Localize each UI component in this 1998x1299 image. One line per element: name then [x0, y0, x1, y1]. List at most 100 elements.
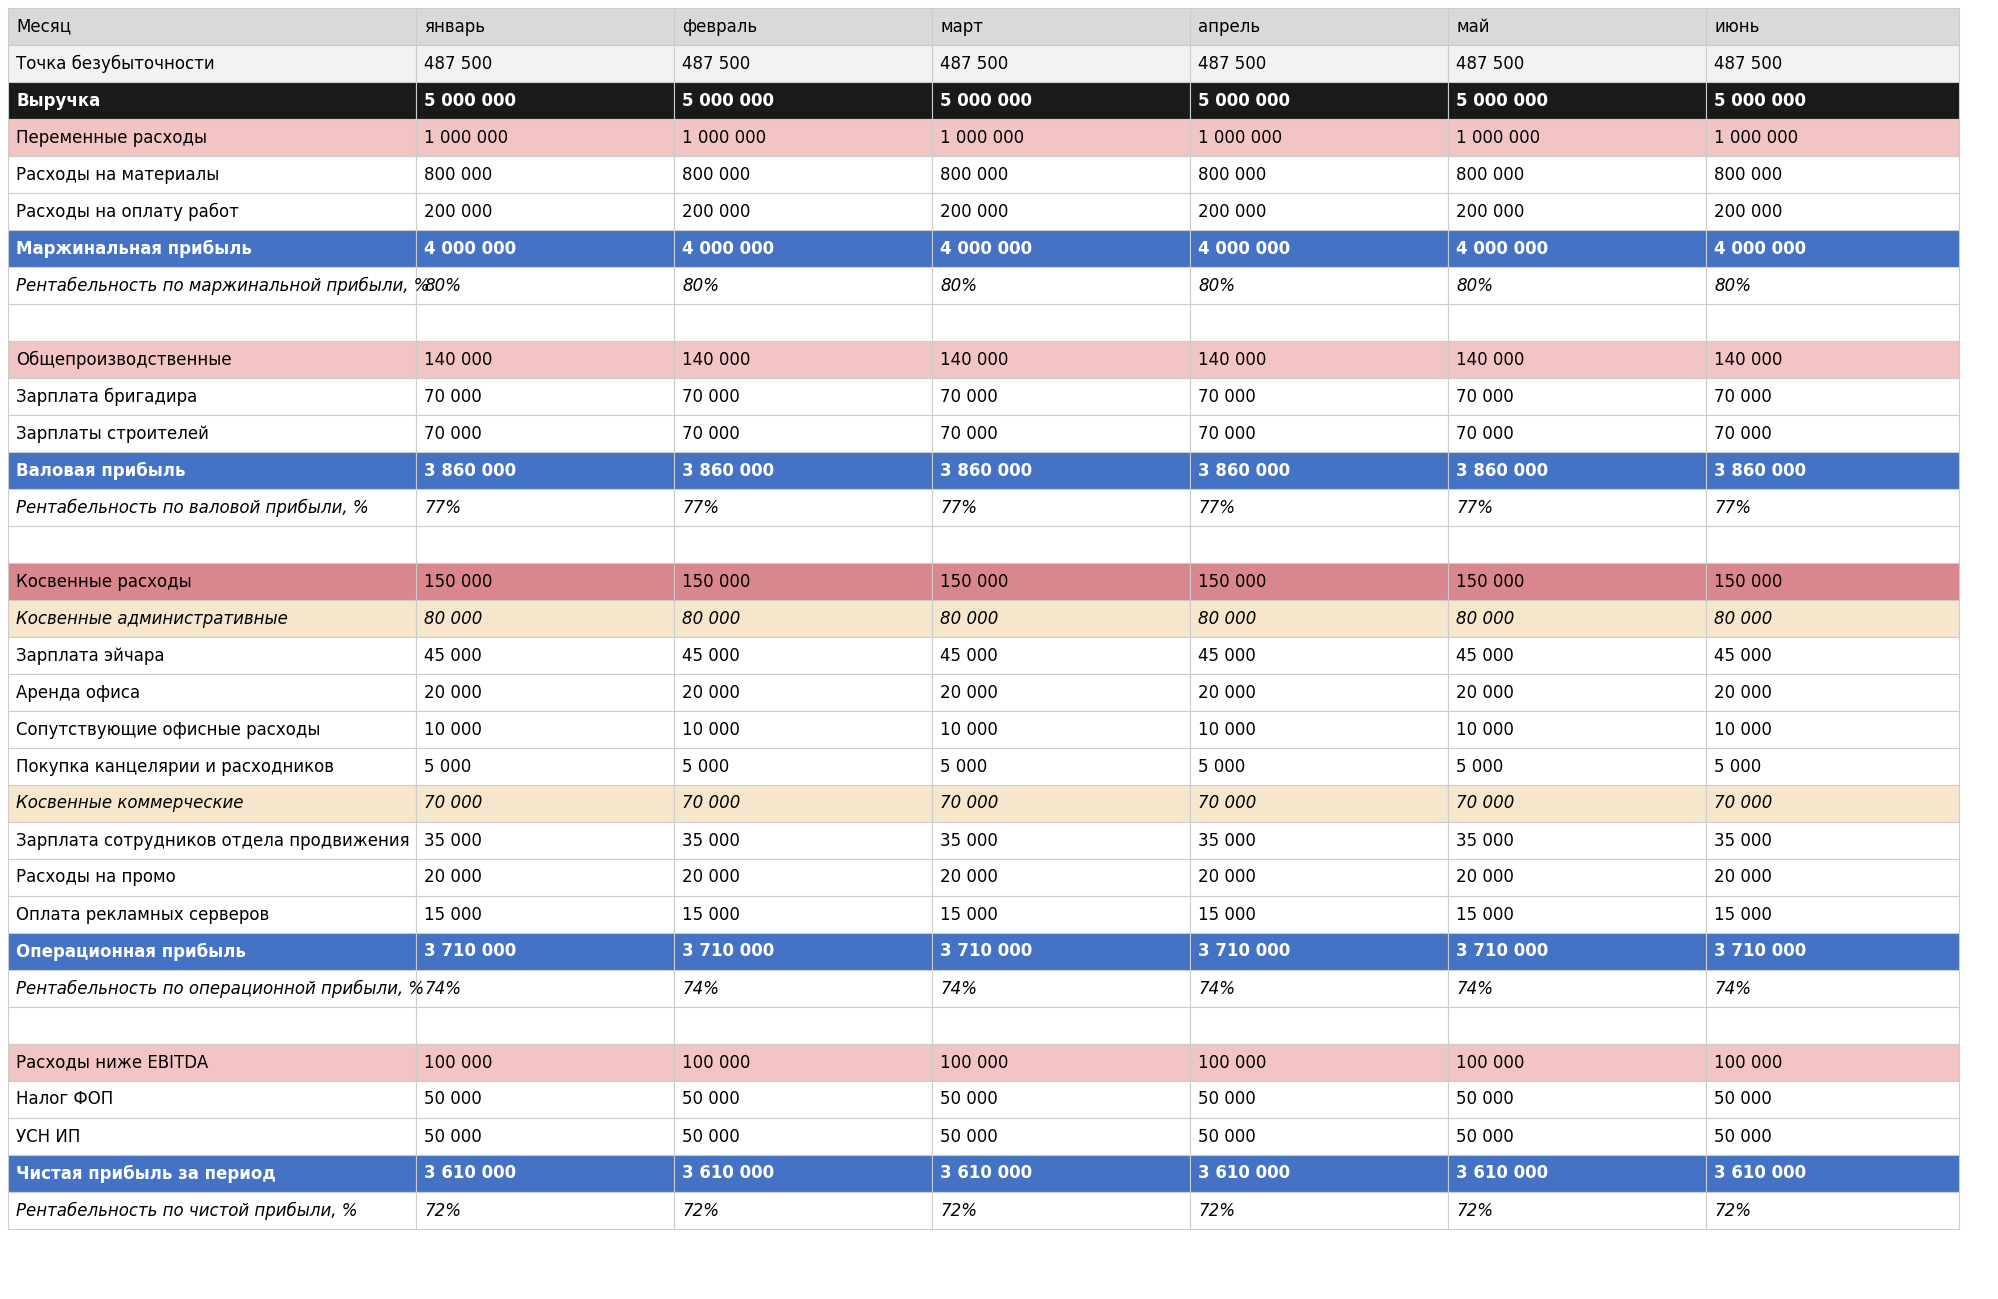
Bar	[416, 120, 673, 156]
Text: 45 000: 45 000	[681, 647, 739, 665]
Bar	[1447, 748, 1704, 785]
Text: июнь: июнь	[1712, 17, 1758, 35]
Text: 5 000 000: 5 000 000	[681, 91, 773, 109]
Bar	[1704, 896, 1958, 933]
Bar	[1447, 414, 1704, 452]
Text: 74%: 74%	[1455, 979, 1493, 998]
Bar	[416, 1007, 673, 1044]
Text: Рентабельность по операционной прибыли, %: Рентабельность по операционной прибыли, …	[16, 979, 424, 998]
Text: Расходы на материалы: Расходы на материалы	[16, 165, 220, 183]
Text: 487 500: 487 500	[1712, 55, 1782, 73]
Bar	[1189, 82, 1447, 120]
Bar	[416, 82, 673, 120]
Bar	[1189, 120, 1447, 156]
Bar	[8, 1081, 416, 1118]
Bar	[931, 1118, 1189, 1155]
Bar	[8, 859, 416, 896]
Bar	[8, 120, 416, 156]
Text: 50 000: 50 000	[1197, 1128, 1255, 1146]
Text: 487 500: 487 500	[939, 55, 1007, 73]
Text: 487 500: 487 500	[1197, 55, 1265, 73]
Text: 100 000: 100 000	[939, 1053, 1007, 1072]
Bar	[416, 8, 673, 45]
Bar	[1447, 933, 1704, 970]
Text: 80 000: 80 000	[681, 609, 739, 627]
Text: 15 000: 15 000	[939, 905, 997, 924]
Text: 80 000: 80 000	[1455, 609, 1514, 627]
Text: 1 000 000: 1 000 000	[1197, 129, 1281, 147]
Bar	[416, 1155, 673, 1192]
Text: 100 000: 100 000	[1455, 1053, 1524, 1072]
Bar	[931, 933, 1189, 970]
Text: Налог ФОП: Налог ФОП	[16, 1090, 114, 1108]
Bar	[673, 1155, 931, 1192]
Bar	[931, 1081, 1189, 1118]
Text: 35 000: 35 000	[1455, 831, 1512, 850]
Bar	[1189, 1192, 1447, 1229]
Text: 72%: 72%	[681, 1202, 719, 1220]
Bar	[1704, 637, 1958, 674]
Text: 50 000: 50 000	[424, 1128, 482, 1146]
Text: 800 000: 800 000	[1197, 165, 1265, 183]
Text: 70 000: 70 000	[424, 425, 482, 443]
Text: 80%: 80%	[939, 277, 977, 295]
Text: Сопутствующие офисные расходы: Сопутствующие офисные расходы	[16, 721, 320, 739]
Bar	[1447, 526, 1704, 562]
Bar	[1704, 562, 1958, 600]
Bar	[673, 452, 931, 488]
Text: 15 000: 15 000	[1712, 905, 1770, 924]
Text: 50 000: 50 000	[939, 1128, 997, 1146]
Bar	[673, 194, 931, 230]
Bar	[673, 822, 931, 859]
Bar	[931, 526, 1189, 562]
Bar	[1447, 859, 1704, 896]
Text: Рентабельность по валовой прибыли, %: Рентабельность по валовой прибыли, %	[16, 499, 368, 517]
Text: 35 000: 35 000	[424, 831, 482, 850]
Text: 5 000: 5 000	[1455, 757, 1502, 776]
Text: 72%: 72%	[1455, 1202, 1493, 1220]
Bar	[1447, 194, 1704, 230]
Bar	[8, 785, 416, 822]
Bar	[1189, 1081, 1447, 1118]
Bar	[1189, 304, 1447, 342]
Bar	[416, 896, 673, 933]
Bar	[416, 859, 673, 896]
Bar	[416, 268, 673, 304]
Bar	[1704, 45, 1958, 82]
Text: 77%: 77%	[424, 499, 462, 517]
Bar	[931, 378, 1189, 414]
Bar	[931, 600, 1189, 637]
Bar	[1447, 1192, 1704, 1229]
Text: 800 000: 800 000	[939, 165, 1007, 183]
Text: Зарплата сотрудников отдела продвижения: Зарплата сотрудников отдела продвижения	[16, 831, 410, 850]
Bar	[416, 1118, 673, 1155]
Text: 5 000: 5 000	[681, 757, 729, 776]
Text: 100 000: 100 000	[424, 1053, 492, 1072]
Text: 50 000: 50 000	[1197, 1090, 1255, 1108]
Bar	[1447, 674, 1704, 711]
Text: 80 000: 80 000	[939, 609, 997, 627]
Text: 20 000: 20 000	[939, 869, 997, 886]
Bar	[8, 268, 416, 304]
Text: 70 000: 70 000	[424, 387, 482, 405]
Bar	[8, 970, 416, 1007]
Text: Рентабельность по чистой прибыли, %: Рентабельность по чистой прибыли, %	[16, 1202, 358, 1220]
Bar	[673, 1192, 931, 1229]
Bar	[931, 268, 1189, 304]
Text: 3 860 000: 3 860 000	[1197, 461, 1289, 479]
Bar	[1447, 1118, 1704, 1155]
Bar	[1189, 859, 1447, 896]
Text: Зарплата бригадира: Зарплата бригадира	[16, 387, 198, 405]
Text: 3 860 000: 3 860 000	[939, 461, 1031, 479]
Text: Валовая прибыль: Валовая прибыль	[16, 461, 186, 479]
Text: Общепроизводственные: Общепроизводственные	[16, 351, 232, 369]
Bar	[8, 526, 416, 562]
Bar	[1704, 600, 1958, 637]
Bar	[1704, 1081, 1958, 1118]
Text: 5 000: 5 000	[424, 757, 472, 776]
Text: 10 000: 10 000	[424, 721, 482, 739]
Text: 3 610 000: 3 610 000	[1455, 1164, 1546, 1182]
Bar	[673, 562, 931, 600]
Text: 150 000: 150 000	[1455, 573, 1524, 591]
Bar	[1447, 378, 1704, 414]
